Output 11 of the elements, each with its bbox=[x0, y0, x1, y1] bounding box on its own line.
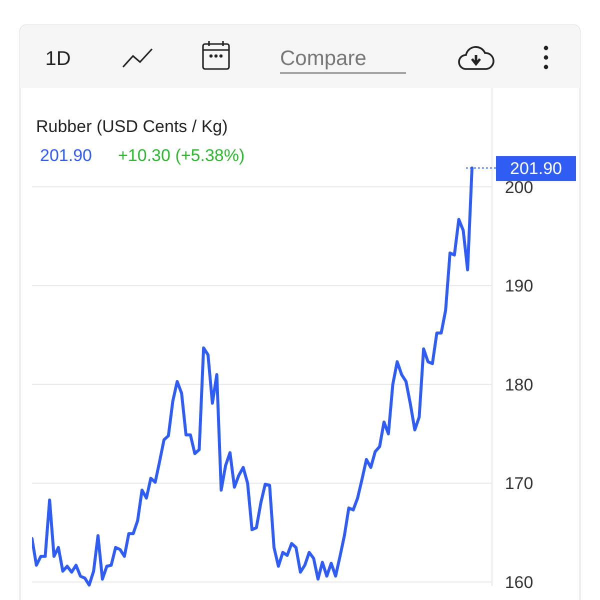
annotation: +10.30 (+5.38%) bbox=[118, 146, 245, 165]
annotation: 201.90 bbox=[40, 146, 92, 165]
text: Compare bbox=[280, 47, 366, 70]
y-tick-label: 170 bbox=[504, 474, 534, 494]
ref-line-label: 201.90 bbox=[510, 158, 562, 178]
y-tick-label: 200 bbox=[504, 178, 534, 197]
text: Rubber (USD Cents / Kg) bbox=[36, 117, 228, 136]
text: 1D bbox=[45, 48, 71, 70]
y-tick-label: 160 bbox=[504, 573, 534, 592]
y-tick-label: 180 bbox=[504, 375, 534, 394]
y-tick-label: 190 bbox=[504, 276, 534, 296]
